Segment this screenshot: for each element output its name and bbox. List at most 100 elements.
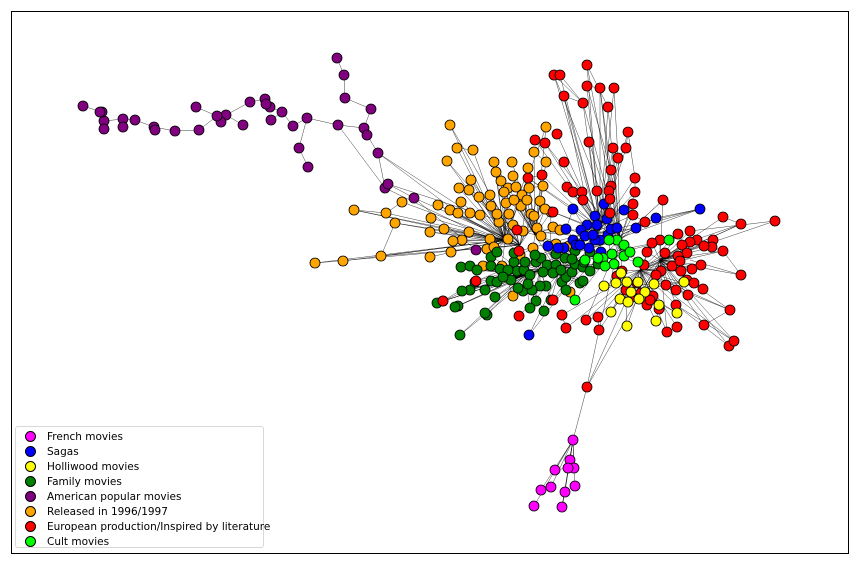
node-released (441, 155, 453, 167)
node-american (211, 110, 223, 122)
node-released (375, 250, 387, 262)
graph-edge (377, 152, 459, 214)
node-released (396, 196, 408, 208)
node-european (522, 172, 534, 184)
node-american (372, 147, 384, 159)
graph-edge (599, 214, 634, 231)
node-released (467, 144, 479, 156)
node-sagas (611, 222, 623, 234)
node-european (698, 319, 710, 331)
node-released (424, 251, 436, 263)
node-sagas (552, 242, 564, 254)
node-released (348, 204, 360, 216)
node-family (479, 284, 491, 296)
node-european (558, 156, 570, 168)
node-released (485, 200, 497, 212)
legend-marker-released (25, 506, 36, 517)
node-european (646, 237, 658, 249)
node-cult (632, 256, 644, 268)
node-family (577, 275, 589, 287)
graph-edge (563, 95, 601, 231)
node-family (489, 291, 501, 303)
node-european (675, 265, 687, 277)
node-european (661, 326, 673, 338)
node-family (454, 329, 466, 341)
node-hollywood (622, 296, 634, 308)
legend-marker-french (25, 431, 36, 442)
node-sagas (618, 204, 630, 216)
node-european (674, 255, 686, 267)
node-family (485, 260, 497, 272)
graph-edge (478, 196, 506, 241)
node-hollywood (625, 286, 637, 298)
node-european (629, 186, 641, 198)
node-cult (624, 246, 636, 258)
node-european (513, 310, 525, 322)
legend-entry-sagas: Sagas (16, 444, 263, 459)
node-family (519, 256, 531, 268)
node-hollywood (632, 276, 644, 288)
node-released (503, 208, 515, 220)
node-american (265, 114, 277, 126)
node-hollywood (615, 267, 627, 279)
node-french (535, 484, 547, 496)
node-family (512, 282, 524, 294)
node-european (698, 240, 710, 252)
node-released (528, 146, 540, 158)
node-european (558, 90, 570, 102)
graph-edge (659, 199, 664, 261)
legend-marker-hollywood (25, 461, 36, 472)
graph-edge (659, 259, 735, 342)
node-european (670, 284, 682, 296)
node-sagas (574, 239, 586, 251)
graph-edge (619, 203, 634, 241)
graph-edge (586, 85, 612, 171)
node-released (510, 181, 522, 193)
node-american (302, 161, 314, 173)
node-european (594, 82, 606, 94)
node-released (506, 156, 518, 168)
node-hollywood (633, 293, 645, 305)
node-european (639, 216, 651, 228)
node-european (580, 314, 592, 326)
node-european (622, 126, 634, 138)
node-cult (599, 260, 611, 272)
node-released (537, 180, 549, 192)
node-french (559, 486, 571, 498)
graph-edge (582, 102, 621, 241)
node-family (455, 261, 467, 273)
node-family (497, 271, 509, 283)
node-released (528, 210, 540, 222)
node-french (556, 501, 568, 513)
node-european (671, 321, 683, 333)
node-american (408, 192, 420, 204)
node-hollywood (639, 286, 651, 298)
node-released (455, 196, 467, 208)
node-european (536, 169, 548, 181)
node-european (659, 247, 671, 259)
node-french (549, 464, 561, 476)
node-european (560, 322, 572, 334)
graph-edge (486, 274, 526, 316)
graph-edge (597, 269, 641, 318)
node-family (471, 264, 483, 276)
node-american (149, 124, 161, 136)
node-hollywood (671, 307, 683, 319)
node-european (644, 294, 656, 306)
node-family (584, 265, 596, 277)
node-released (438, 223, 450, 235)
node-released (425, 212, 437, 224)
node-released (540, 121, 552, 133)
node-european (650, 269, 662, 281)
graph-edge (479, 214, 506, 241)
node-european (577, 194, 589, 206)
node-american (129, 114, 141, 126)
node-sagas (583, 242, 595, 254)
node-released (473, 191, 485, 203)
legend-marker-european (25, 521, 36, 532)
legend-marker-sagas (25, 446, 36, 457)
node-family (491, 246, 503, 258)
node-sagas (589, 210, 601, 222)
node-american (237, 119, 249, 131)
node-released (534, 195, 546, 207)
